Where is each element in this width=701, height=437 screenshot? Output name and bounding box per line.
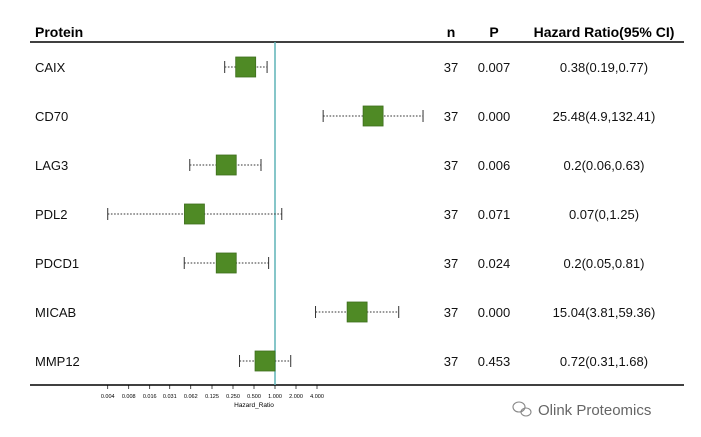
row-protein-label: CAIX — [35, 60, 66, 75]
row-hazard-ratio-text: 0.2(0.05,0.81) — [564, 256, 645, 271]
row-hazard-ratio-text: 15.04(3.81,59.36) — [553, 305, 656, 320]
row-p-value: 0.000 — [478, 109, 511, 124]
row-p-value: 0.071 — [478, 207, 511, 222]
row-p-value: 0.006 — [478, 158, 511, 173]
row-p-value: 0.453 — [478, 354, 511, 369]
wechat-icon — [512, 401, 532, 417]
x-tick-label: 0.008 — [122, 394, 136, 400]
x-tick-label: 0.250 — [226, 394, 240, 400]
forest-row: PDL2 37 0.071 0.07(0,1.25) — [35, 203, 639, 225]
forest-row: CAIX 37 0.007 0.38(0.19,0.77) — [35, 56, 648, 78]
forest-row: LAG3 37 0.006 0.2(0.06,0.63) — [35, 154, 645, 176]
row-n-value: 37 — [444, 256, 458, 271]
row-p-value: 0.007 — [478, 60, 511, 75]
header-p: P — [489, 24, 498, 40]
row-protein-label: LAG3 — [35, 158, 68, 173]
row-hazard-ratio-text: 0.72(0.31,1.68) — [560, 354, 648, 369]
header-hazard-ratio: Hazard Ratio(95% CI) — [534, 24, 675, 40]
row-hazard-ratio-text: 0.07(0,1.25) — [569, 207, 639, 222]
row-protein-label: MICAB — [35, 305, 76, 320]
x-axis: 0.004 0.008 0.016 0.031 0.062 0.125 0.250 0.500… — [101, 385, 324, 409]
x-tick-label: 0.062 — [184, 394, 198, 400]
x-tick-label: 4.000 — [310, 394, 324, 400]
x-tick-label: 2.000 — [289, 394, 303, 400]
x-tick-label: 0.004 — [101, 394, 115, 400]
hazard-ratio-marker — [254, 350, 276, 372]
row-hazard-ratio-text: 0.2(0.06,0.63) — [564, 158, 645, 173]
x-tick-label: 0.125 — [205, 394, 219, 400]
row-p-value: 0.024 — [478, 256, 511, 271]
hazard-ratio-marker — [184, 203, 205, 225]
x-tick-label: 0.031 — [163, 394, 177, 400]
row-protein-label: MMP12 — [35, 354, 80, 369]
x-tick-label: 1.000 — [268, 394, 282, 400]
header-protein: Protein — [35, 24, 83, 40]
hazard-ratio-marker — [362, 105, 384, 127]
row-p-value: 0.000 — [478, 305, 511, 320]
hazard-ratio-marker — [235, 56, 257, 78]
forest-row: PDCD1 37 0.024 0.2(0.05,0.81) — [35, 252, 645, 274]
header-n: n — [447, 24, 456, 40]
row-n-value: 37 — [444, 305, 458, 320]
watermark: Olink Proteomics — [512, 401, 651, 419]
forest-row: MICAB 37 0.000 15.04(3.81,59.36) — [35, 301, 656, 323]
x-tick-label: 0.016 — [143, 394, 157, 400]
rows-layer: CAIX 37 0.007 0.38(0.19,0.77) CD70 37 0.000 25.… — [35, 42, 655, 385]
hazard-ratio-marker — [346, 301, 368, 323]
row-protein-label: CD70 — [35, 109, 68, 124]
hazard-ratio-marker — [215, 252, 237, 274]
row-n-value: 37 — [444, 109, 458, 124]
x-axis-label: Hazard_Ratio — [234, 402, 274, 409]
hazard-ratio-marker — [215, 154, 237, 176]
x-tick-label: 0.500 — [247, 394, 261, 400]
row-n-value: 37 — [444, 158, 458, 173]
row-n-value: 37 — [444, 60, 458, 75]
row-protein-label: PDL2 — [35, 207, 68, 222]
forest-row: MMP12 37 0.453 0.72(0.31,1.68) — [35, 350, 648, 372]
row-n-value: 37 — [444, 354, 458, 369]
watermark-text: Olink Proteomics — [538, 402, 651, 419]
forest-row: CD70 37 0.000 25.48(4.9,132.41) — [35, 105, 656, 127]
row-n-value: 37 — [444, 207, 458, 222]
row-hazard-ratio-text: 0.38(0.19,0.77) — [560, 60, 648, 75]
row-protein-label: PDCD1 — [35, 256, 79, 271]
row-hazard-ratio-text: 25.48(4.9,132.41) — [553, 109, 656, 124]
